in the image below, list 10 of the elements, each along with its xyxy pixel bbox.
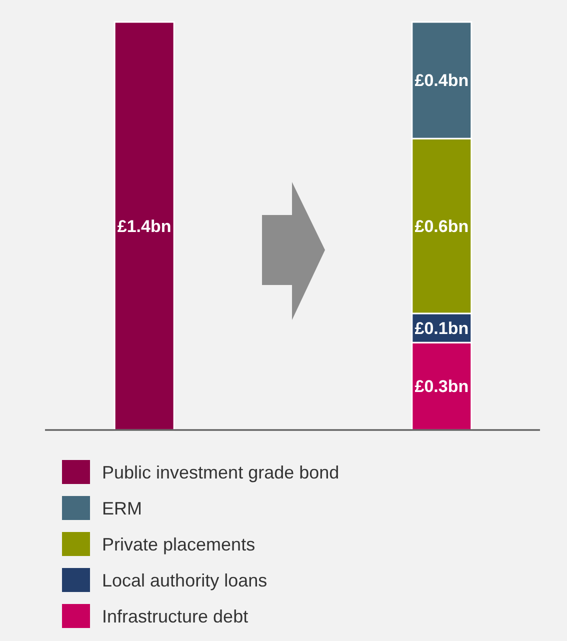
data-label: £0.4bn [414, 71, 469, 90]
data-label: £0.1bn [414, 318, 469, 338]
legend-label: ERM [102, 498, 142, 518]
legend-label: Public investment grade bond [102, 462, 340, 482]
data-label: £0.6bn [414, 216, 469, 236]
legend-label: Infrastructure debt [102, 606, 248, 626]
legend-label: Local authority loans [102, 570, 268, 590]
data-label: £1.4bn [117, 216, 172, 236]
legend-label: Private placements [102, 534, 256, 554]
data-label: £0.3bn [414, 377, 469, 396]
